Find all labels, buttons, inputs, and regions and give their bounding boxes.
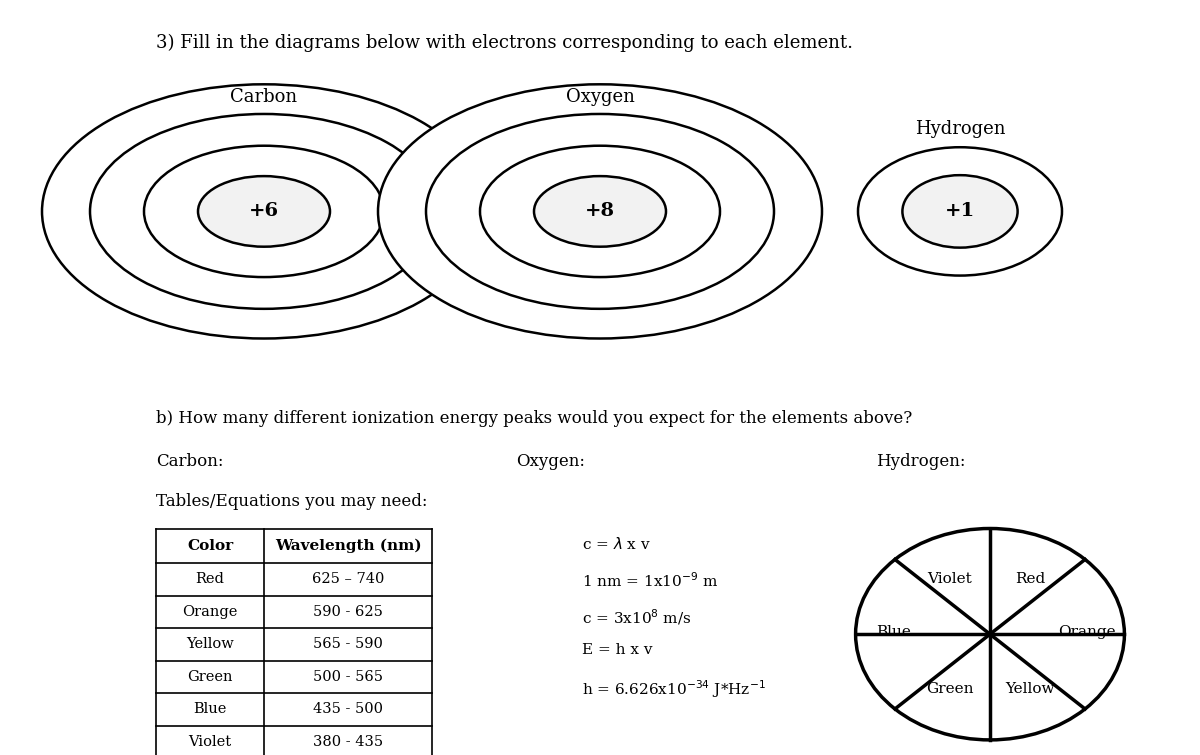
- Text: Red: Red: [1015, 572, 1045, 586]
- Text: Yellow: Yellow: [1006, 683, 1055, 696]
- Text: +8: +8: [586, 202, 616, 220]
- Text: Carbon: Carbon: [230, 88, 298, 106]
- Text: 625 – 740: 625 – 740: [312, 572, 384, 587]
- Ellipse shape: [902, 175, 1018, 248]
- Text: 500 - 565: 500 - 565: [313, 670, 383, 684]
- Text: 565 - 590: 565 - 590: [313, 637, 383, 652]
- Text: Violet: Violet: [188, 735, 232, 749]
- Text: Orange: Orange: [1058, 625, 1116, 639]
- Text: Green: Green: [187, 670, 233, 684]
- Text: Green: Green: [926, 683, 973, 696]
- Text: 3) Fill in the diagrams below with electrons corresponding to each element.: 3) Fill in the diagrams below with elect…: [156, 34, 853, 52]
- Text: +6: +6: [248, 202, 280, 220]
- Text: E = h x v: E = h x v: [582, 643, 653, 657]
- Text: Tables/Equations you may need:: Tables/Equations you may need:: [156, 492, 427, 510]
- Text: Orange: Orange: [182, 605, 238, 619]
- Text: Color: Color: [187, 539, 233, 553]
- Text: 590 - 625: 590 - 625: [313, 605, 383, 619]
- Text: Yellow: Yellow: [186, 637, 234, 652]
- Text: h = 6.626x10$^{-34}$ J*Hz$^{-1}$: h = 6.626x10$^{-34}$ J*Hz$^{-1}$: [582, 678, 766, 700]
- Text: Blue: Blue: [193, 702, 227, 716]
- Text: c = 3x10$^{8}$ m/s: c = 3x10$^{8}$ m/s: [582, 607, 691, 627]
- Ellipse shape: [534, 176, 666, 247]
- Ellipse shape: [858, 147, 1062, 276]
- Ellipse shape: [378, 85, 822, 338]
- Text: Oxygen:: Oxygen:: [516, 452, 586, 470]
- Ellipse shape: [480, 146, 720, 277]
- Text: Wavelength (nm): Wavelength (nm): [275, 538, 421, 553]
- Text: Oxygen: Oxygen: [565, 88, 635, 106]
- Text: 380 - 435: 380 - 435: [313, 735, 383, 749]
- Text: 435 - 500: 435 - 500: [313, 702, 383, 716]
- Ellipse shape: [198, 176, 330, 247]
- Text: Hydrogen: Hydrogen: [914, 120, 1006, 137]
- Ellipse shape: [42, 85, 486, 338]
- Text: c = $\lambda$ x v: c = $\lambda$ x v: [582, 536, 650, 552]
- Text: Hydrogen:: Hydrogen:: [876, 452, 966, 470]
- Ellipse shape: [144, 146, 384, 277]
- Text: 1 nm = 1x10$^{-9}$ m: 1 nm = 1x10$^{-9}$ m: [582, 572, 718, 590]
- Ellipse shape: [90, 114, 438, 309]
- Text: Carbon:: Carbon:: [156, 452, 223, 470]
- Text: Violet: Violet: [928, 572, 972, 586]
- Ellipse shape: [426, 114, 774, 309]
- Text: Blue: Blue: [876, 625, 911, 639]
- Text: b) How many different ionization energy peaks would you expect for the elements : b) How many different ionization energy …: [156, 409, 912, 427]
- Text: Red: Red: [196, 572, 224, 587]
- Text: +1: +1: [944, 202, 976, 220]
